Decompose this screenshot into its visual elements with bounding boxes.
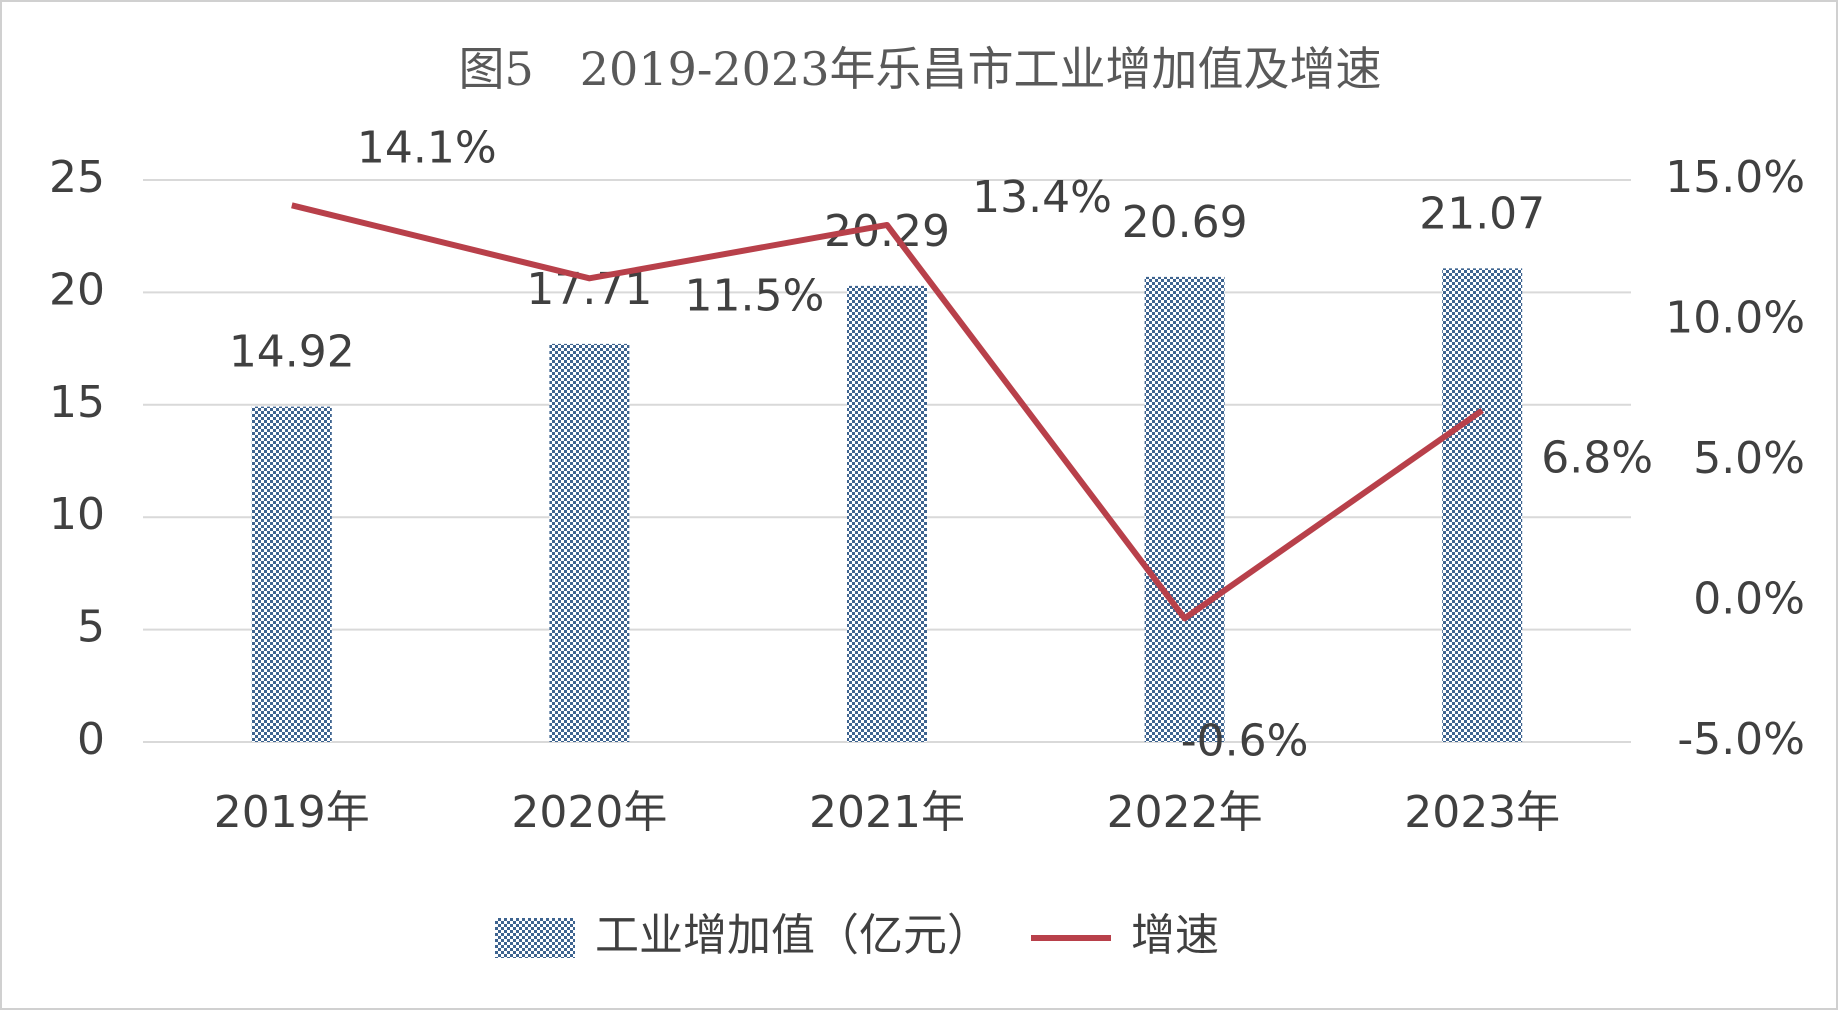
bar — [1442, 268, 1523, 742]
y2-tick-label: 15.0% — [1665, 152, 1805, 203]
y-tick-label: 10 — [49, 489, 105, 540]
y2-tick-label: -5.0% — [1677, 714, 1805, 765]
x-tick-label: 2020年 — [511, 787, 667, 838]
data-label: 13.4% — [972, 172, 1112, 223]
y-tick-label: 25 — [49, 152, 105, 203]
data-label: 20.69 — [1122, 197, 1248, 248]
y-tick-label: 5 — [77, 602, 105, 653]
y-tick-label: 15 — [49, 377, 105, 428]
legend-label: 工业增加值（亿元） — [595, 910, 991, 961]
y-tick-label: 0 — [77, 714, 105, 765]
data-label: -0.6% — [1181, 715, 1309, 766]
x-tick-label: 2021年 — [809, 787, 965, 838]
y-tick-label: 20 — [49, 264, 105, 315]
bar — [1144, 276, 1225, 742]
bar — [847, 285, 927, 742]
legend-swatch — [495, 918, 575, 958]
y2-tick-label: 5.0% — [1693, 433, 1805, 484]
bar — [251, 406, 332, 742]
data-label: 11.5% — [685, 270, 825, 321]
y2-tick-label: 0.0% — [1693, 574, 1805, 625]
legend-label: 增速 — [1131, 910, 1219, 961]
chart-title: 图5 2019-2023年乐昌市工业增加值及增速 — [459, 42, 1382, 96]
bar — [549, 343, 630, 742]
x-tick-label: 2023年 — [1404, 787, 1560, 838]
data-label: 6.8% — [1541, 432, 1653, 483]
data-label: 21.07 — [1419, 188, 1545, 239]
data-label: 14.92 — [229, 327, 355, 378]
data-label: 14.1% — [357, 122, 497, 173]
x-tick-label: 2022年 — [1107, 787, 1263, 838]
y2-tick-label: 10.0% — [1665, 293, 1805, 344]
line — [291, 202, 1484, 622]
x-tick-label: 2019年 — [214, 787, 370, 838]
